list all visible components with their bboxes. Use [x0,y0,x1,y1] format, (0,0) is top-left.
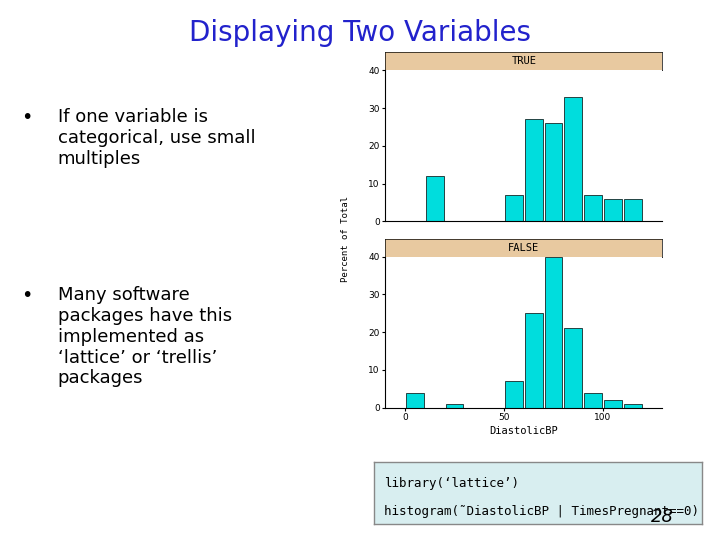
Bar [406,393,424,408]
Bar [624,199,642,221]
Bar [525,119,543,221]
Bar [624,404,642,408]
Bar [505,381,523,408]
X-axis label: DiastolicBP: DiastolicBP [490,427,558,436]
Bar [604,199,622,221]
Text: FALSE: FALSE [508,242,539,253]
Text: histogram(˜DiastolicBP | TimesPregnant==0): histogram(˜DiastolicBP | TimesPregnant==… [384,505,699,518]
Text: Percent of Total: Percent of Total [341,196,350,282]
Bar [564,328,582,408]
Text: •: • [22,286,33,305]
Text: If one variable is
categorical, use small
multiples: If one variable is categorical, use smal… [58,108,255,167]
Text: library(‘lattice’): library(‘lattice’) [384,477,519,490]
Bar [584,195,602,221]
Bar [604,400,622,408]
Bar [544,123,562,221]
Bar [426,176,444,221]
Bar [564,97,582,221]
Text: TRUE: TRUE [511,56,536,66]
Text: 28: 28 [651,509,674,526]
Text: •: • [22,108,33,127]
Bar [544,256,562,408]
Bar [525,313,543,408]
Bar [505,195,523,221]
Bar [446,404,464,408]
Text: Displaying Two Variables: Displaying Two Variables [189,19,531,47]
Bar [584,393,602,408]
Text: Many software
packages have this
implemented as
‘lattice’ or ‘trellis’
packages: Many software packages have this impleme… [58,286,232,387]
